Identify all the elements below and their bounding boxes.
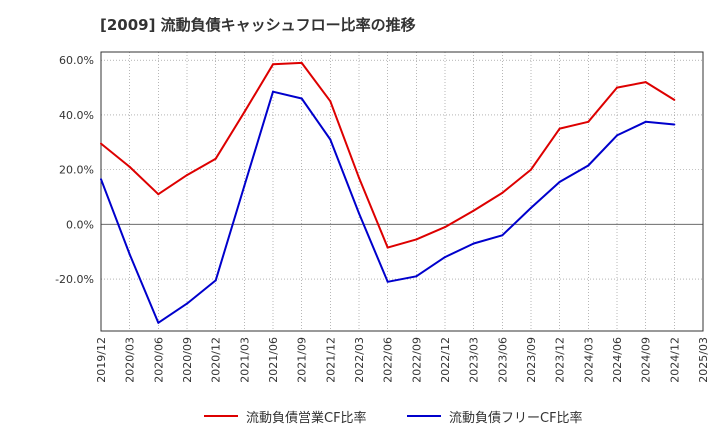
- data-point: [472, 242, 475, 245]
- y-tick-label: 0.0%: [66, 218, 94, 231]
- x-tick-label: 2021/03: [238, 337, 251, 383]
- series-layer: [100, 61, 676, 324]
- x-tick-label: 2023/12: [554, 337, 567, 383]
- data-point: [587, 120, 590, 123]
- x-tick-label: 2023/09: [525, 337, 538, 383]
- y-tick-label: -20.0%: [55, 273, 94, 286]
- legend-swatch-free-cf: [407, 415, 441, 417]
- x-tick-label: 2021/06: [267, 337, 280, 383]
- x-tick-label: 2021/12: [324, 337, 337, 383]
- legend-item-free-cf: 流動負債フリーCF比率: [407, 404, 583, 428]
- grid-layer: [101, 52, 703, 331]
- data-point: [472, 209, 475, 212]
- x-tick-label: 2020/06: [152, 337, 165, 383]
- series-line-0: [100, 61, 675, 249]
- data-point: [186, 302, 188, 305]
- data-point: [673, 98, 676, 101]
- data-point: [272, 63, 274, 66]
- data-point: [644, 120, 647, 123]
- data-point: [186, 174, 188, 177]
- data-point: [300, 97, 303, 100]
- data-point: [386, 280, 389, 283]
- data-point: [587, 164, 590, 167]
- x-tick-label: 2020/09: [181, 337, 194, 383]
- x-tick-label: 2024/03: [582, 337, 595, 383]
- data-point: [386, 246, 389, 249]
- data-point: [644, 81, 647, 84]
- data-point: [558, 127, 561, 130]
- data-point: [128, 165, 131, 168]
- data-point: [558, 180, 561, 183]
- series-line-1: [100, 90, 675, 324]
- legend-label-operating-cf: 流動負債営業CF比率: [246, 410, 367, 426]
- x-tick-label: 2020/03: [124, 337, 137, 383]
- legend-swatch-operating-cf: [204, 415, 238, 417]
- y-tick-label: 20.0%: [59, 164, 94, 177]
- data-point: [300, 61, 303, 64]
- data-point: [157, 193, 160, 196]
- legend-item-operating-cf: 流動負債営業CF比率: [204, 404, 367, 428]
- x-tick-label: 2022/03: [353, 337, 366, 383]
- data-point: [100, 142, 102, 145]
- data-point: [272, 90, 274, 93]
- x-tick-label: 2022/09: [410, 337, 423, 383]
- data-point: [329, 100, 332, 103]
- chart-title: [2009] 流動負債キャッシュフロー比率の推移: [100, 16, 416, 34]
- x-tick-label: 2024/06: [611, 337, 624, 383]
- x-tick-label: 2019/12: [95, 337, 108, 383]
- x-tick-label: 2023/03: [468, 337, 481, 383]
- x-tick-labels: 2019/12 2020/03 2020/06 2020/09 2020/12 2021/…: [95, 337, 710, 383]
- data-point: [501, 191, 504, 194]
- data-point: [358, 176, 360, 179]
- data-point: [157, 321, 160, 324]
- x-tick-label: 2025/03: [697, 337, 710, 383]
- plot-frame: [100, 51, 704, 332]
- data-point: [128, 253, 131, 256]
- x-tick-label: 2022/12: [439, 337, 452, 383]
- data-point: [444, 256, 446, 259]
- x-tick-label: 2023/06: [496, 337, 509, 383]
- data-point: [616, 134, 618, 137]
- x-tick-label: 2024/09: [640, 337, 653, 383]
- data-point: [530, 206, 532, 209]
- x-tick-label: 2020/12: [210, 337, 223, 383]
- x-tick-label: 2022/06: [382, 337, 395, 383]
- data-point: [100, 178, 102, 181]
- data-point: [415, 238, 418, 241]
- data-point: [358, 212, 360, 215]
- legend-label-free-cf: 流動負債フリーCF比率: [449, 410, 583, 426]
- data-point: [415, 275, 418, 278]
- data-point: [444, 226, 446, 229]
- y-tick-label: 60.0%: [59, 54, 94, 67]
- data-point: [243, 111, 246, 114]
- data-point: [329, 138, 332, 141]
- data-point: [214, 279, 217, 282]
- data-point: [673, 123, 676, 126]
- data-point: [501, 234, 504, 237]
- data-point: [616, 86, 618, 89]
- x-tick-label: 2021/09: [296, 337, 309, 383]
- data-point: [530, 168, 532, 171]
- data-point: [243, 185, 246, 188]
- legend: 流動負債営業CF比率 流動負債フリーCF比率: [0, 404, 720, 428]
- y-tick-label: 40.0%: [59, 109, 94, 122]
- axis-layer: [100, 51, 704, 332]
- data-point: [214, 157, 217, 160]
- x-tick-label: 2024/12: [668, 337, 681, 383]
- y-tick-labels: 60.0% 40.0% 20.0% 0.0% -20.0%: [55, 54, 94, 286]
